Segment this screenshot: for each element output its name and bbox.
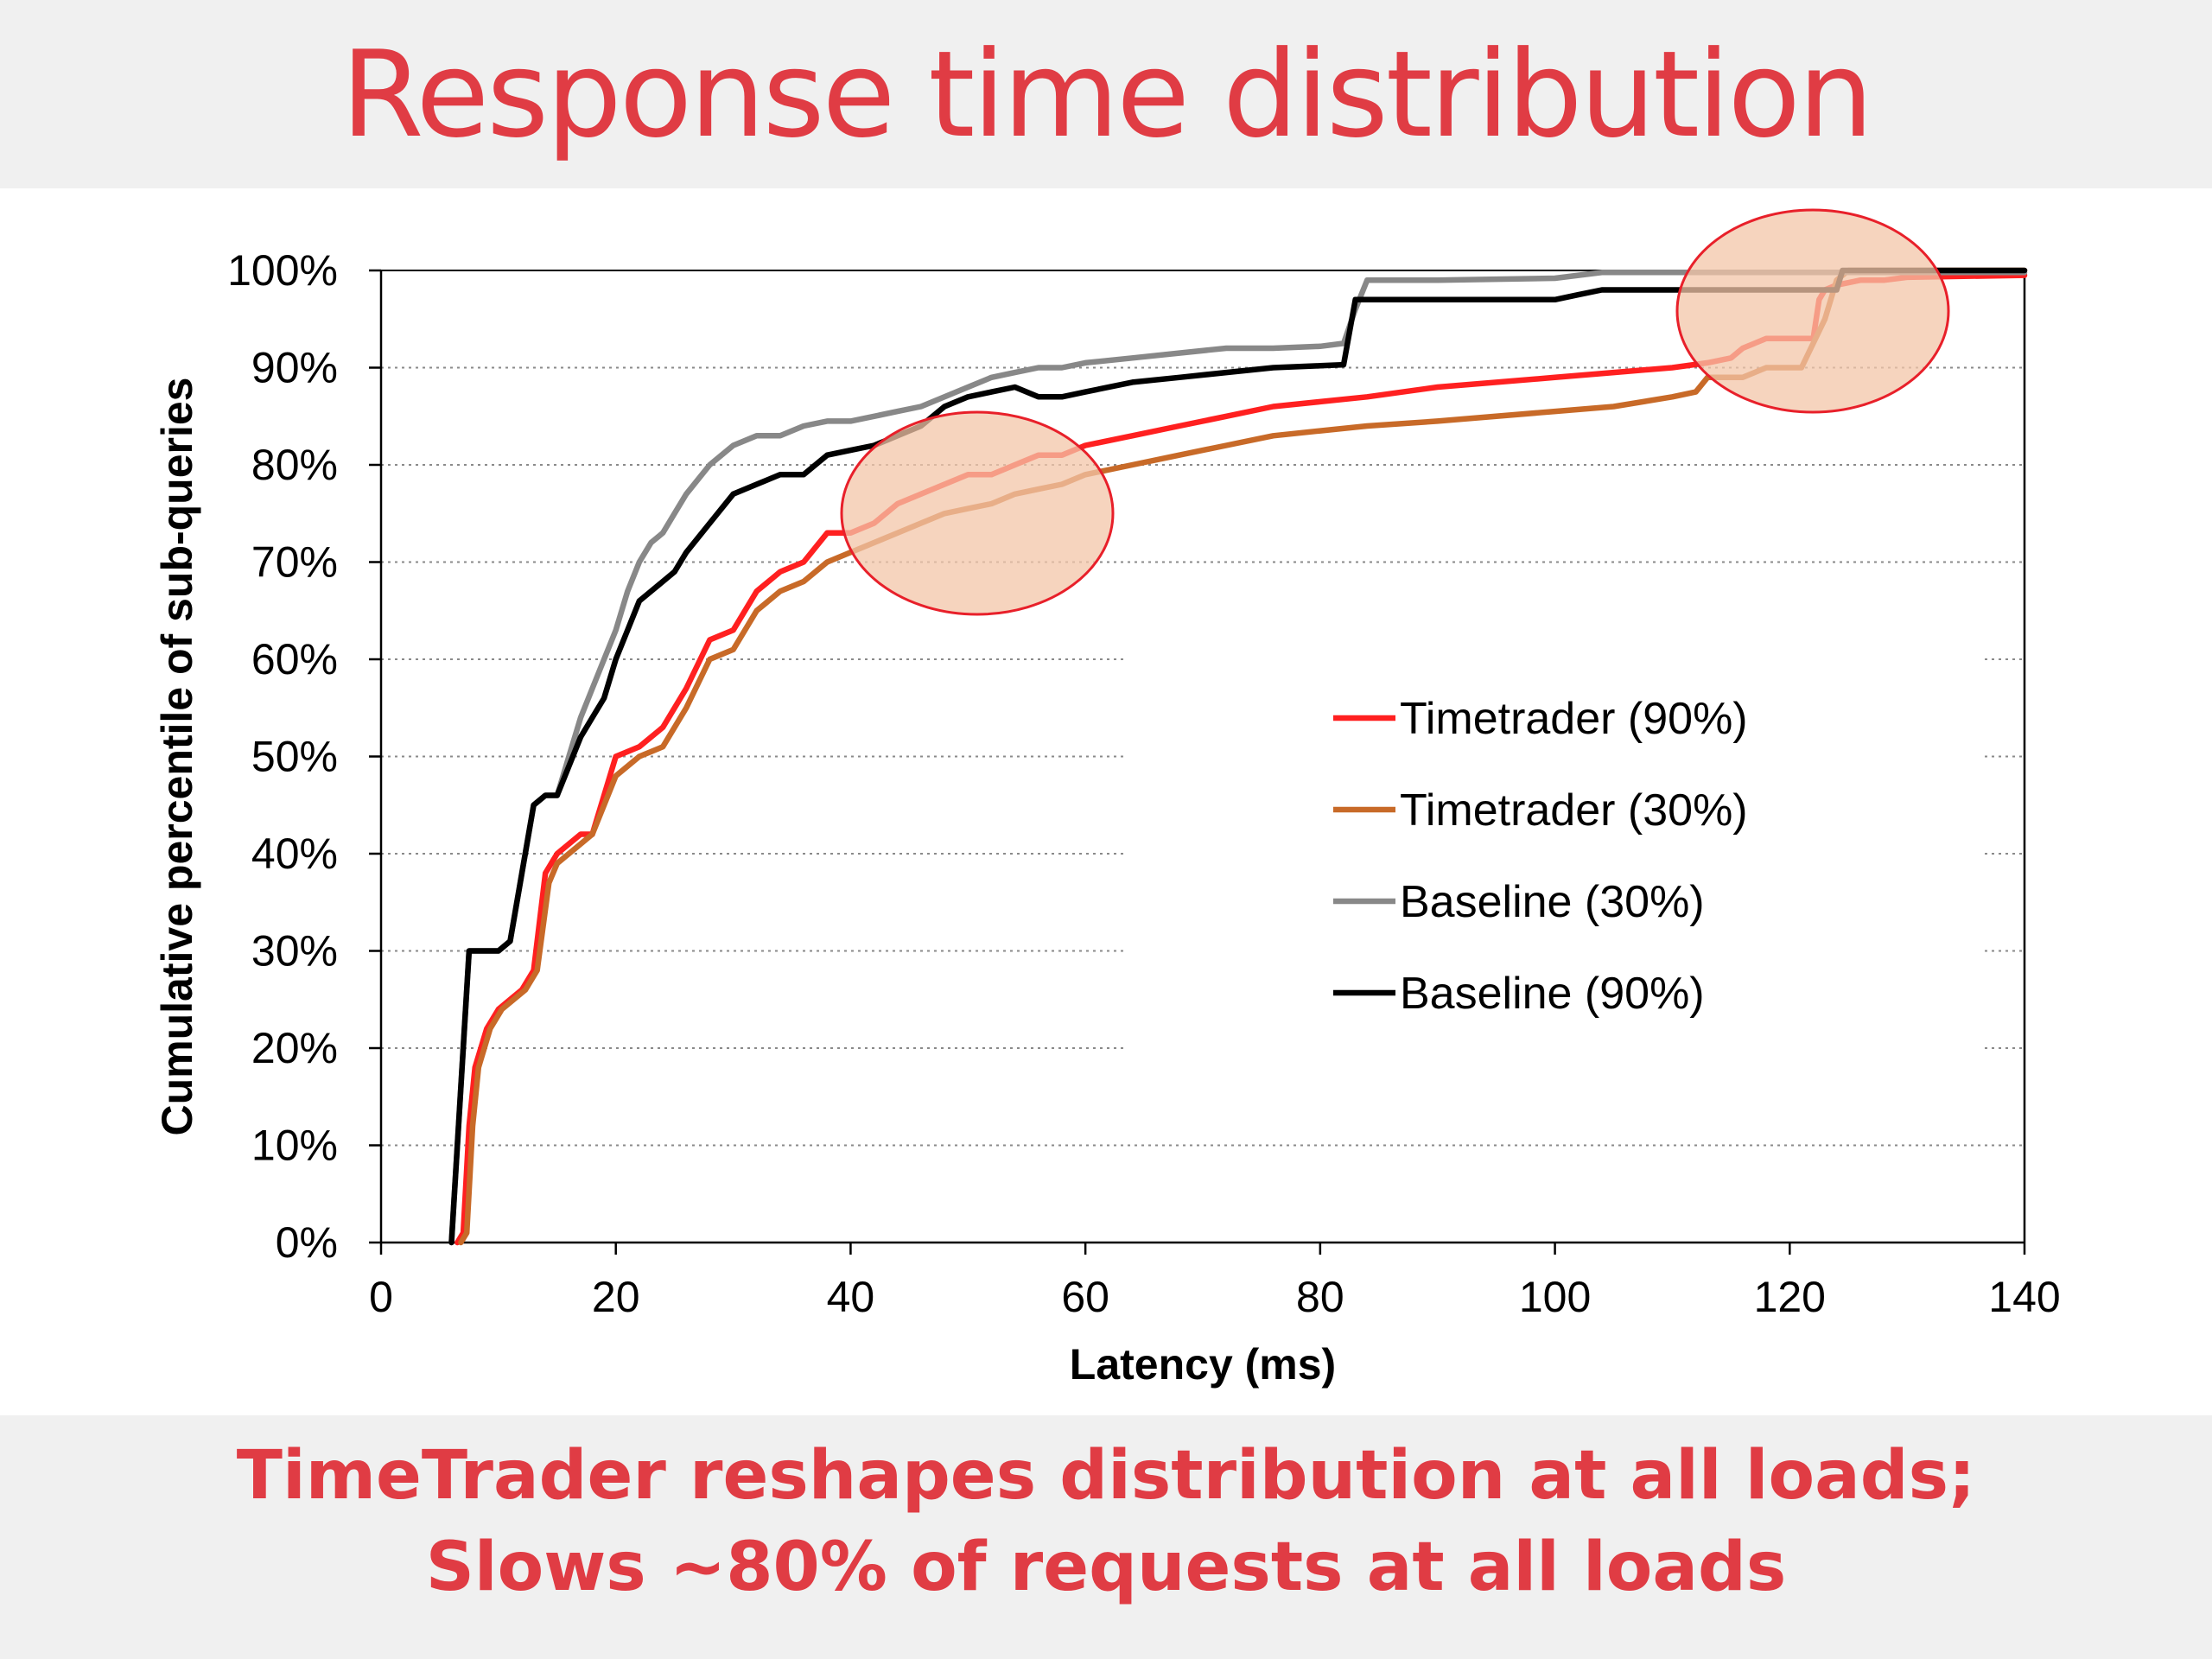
x-axis-title: Latency (ms) bbox=[1070, 1340, 1336, 1389]
series-line-4 bbox=[448, 267, 2028, 1246]
y-tick-label: 20% bbox=[251, 1024, 338, 1072]
x-tick-label: 60 bbox=[1061, 1273, 1109, 1321]
y-tick-label: 0% bbox=[276, 1218, 338, 1267]
x-tick-label: 100 bbox=[1519, 1273, 1591, 1321]
x-tick-label: 0 bbox=[369, 1273, 393, 1321]
cdf-line-chart: 0% 10% 20% 30% 40% 50% 60% 70% 80% 90% 100% 0 20 40 60… bbox=[153, 208, 2061, 1389]
x-tick-label: 40 bbox=[827, 1273, 875, 1321]
footer-band bbox=[0, 1415, 2212, 1659]
x-tick-label: 120 bbox=[1754, 1273, 1826, 1321]
x-tick-label: 140 bbox=[1988, 1273, 2060, 1321]
y-axis-title: Cumulative percentile of sub-queries bbox=[153, 378, 201, 1136]
y-tick-label: 80% bbox=[251, 441, 338, 489]
y-tick-label: 40% bbox=[251, 830, 338, 878]
legend-label: Timetrader (90%) bbox=[1400, 694, 1748, 744]
legend-label: Baseline (90%) bbox=[1400, 969, 1705, 1019]
y-tick-label: 10% bbox=[251, 1122, 338, 1170]
highlight-ellipse-mid bbox=[840, 410, 1115, 616]
x-tick-label: 20 bbox=[592, 1273, 640, 1321]
y-tick-label: 30% bbox=[251, 927, 338, 976]
x-tick-label: 80 bbox=[1296, 1273, 1344, 1321]
y-tick-label: 70% bbox=[251, 538, 338, 587]
footer-text: TimeTrader reshapes distribution at all … bbox=[0, 1430, 2212, 1613]
y-tick-label: 60% bbox=[251, 635, 338, 683]
legend-label: Baseline (30%) bbox=[1400, 877, 1705, 927]
footer-line-1: TimeTrader reshapes distribution at all … bbox=[236, 1437, 1976, 1515]
legend-box bbox=[1128, 655, 1983, 1104]
slide-title: Response time distribution bbox=[340, 24, 1874, 164]
title-band bbox=[0, 0, 2212, 188]
y-tick-label: 50% bbox=[251, 733, 338, 781]
y-tick-label: 90% bbox=[251, 344, 338, 392]
legend-label: Timetrader (30%) bbox=[1400, 785, 1748, 836]
footer-line-2: Slows ~80% of requests at all loads bbox=[425, 1529, 1787, 1606]
highlight-ellipse-tail bbox=[1675, 208, 1950, 414]
y-tick-label: 100% bbox=[227, 246, 338, 295]
